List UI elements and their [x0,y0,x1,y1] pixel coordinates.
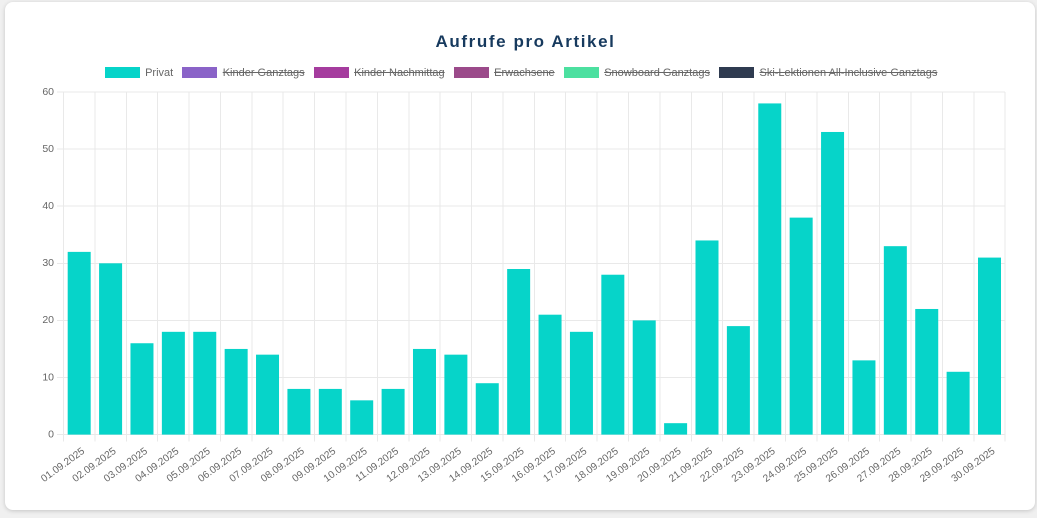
svg-text:10: 10 [42,371,54,383]
svg-text:20: 20 [42,314,54,326]
svg-text:30: 30 [42,257,54,269]
svg-text:40: 40 [42,200,54,212]
svg-text:0: 0 [48,428,54,440]
svg-text:50: 50 [42,143,54,155]
svg-text:60: 60 [42,86,54,98]
